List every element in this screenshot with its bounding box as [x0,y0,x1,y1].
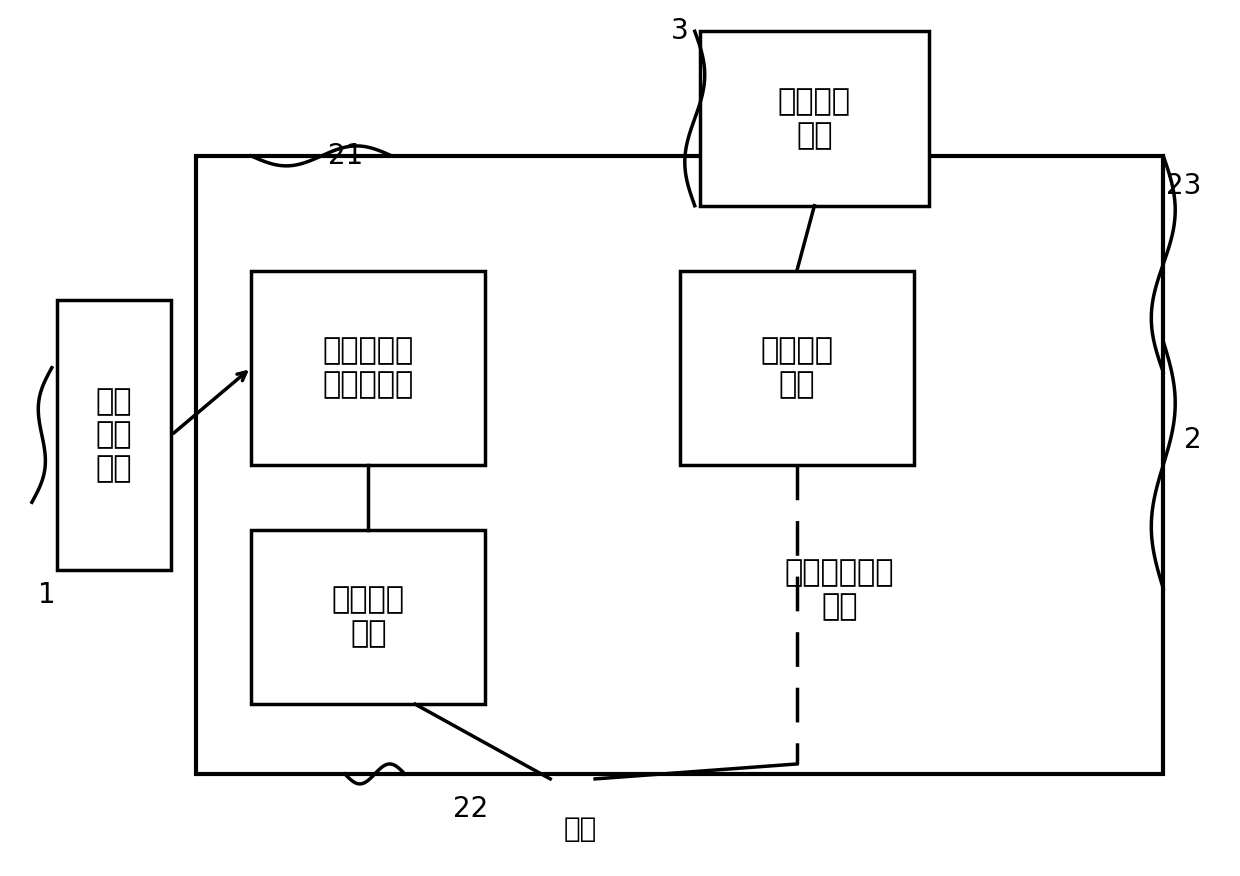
Text: 网络电台
模块: 网络电台 模块 [777,88,851,150]
Text: 本地电台信
号测定模块: 本地电台信 号测定模块 [322,336,414,399]
Text: 用户: 用户 [563,815,596,843]
Text: 3: 3 [671,18,688,46]
Text: 1: 1 [38,581,56,609]
Bar [252,530,485,704]
Bar [680,271,914,465]
Text: 23: 23 [1166,172,1200,200]
Text: 电台连接切换
模块: 电台连接切换 模块 [785,558,894,621]
Bar [699,32,929,206]
Bar [196,156,1163,774]
Bar [57,300,171,569]
Text: 指令执行
模块: 指令执行 模块 [760,336,833,399]
Text: 22: 22 [453,795,489,823]
Bar [252,271,485,465]
Text: 21: 21 [329,142,363,170]
Text: 2: 2 [1184,426,1202,454]
Text: 强度判断
模块: 强度判断 模块 [332,586,404,648]
Text: 本地
电台
模块: 本地 电台 模块 [95,387,133,483]
